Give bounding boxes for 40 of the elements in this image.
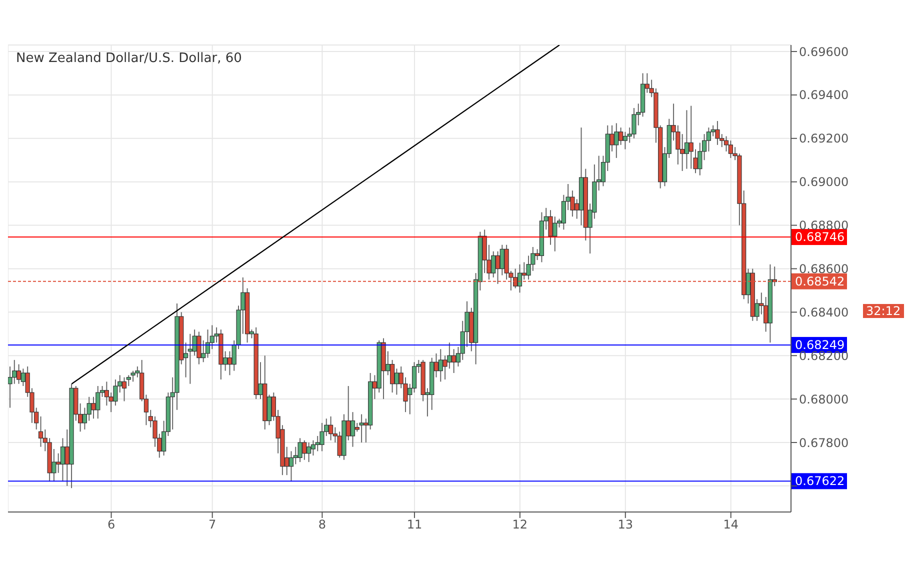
y-tick-label: 0.67800 xyxy=(799,436,849,450)
text: New Zealand Dollar/U.S. Dollar, 60 xyxy=(16,51,242,66)
x-tick-label: 14 xyxy=(723,518,738,532)
candlestick xyxy=(715,120,720,146)
candlestick xyxy=(359,414,364,443)
candlestick xyxy=(122,376,127,402)
candlestick xyxy=(632,107,636,139)
text: 32:12 xyxy=(863,304,904,318)
candlestick xyxy=(298,438,302,463)
candlestick xyxy=(288,450,294,482)
candlestick xyxy=(60,438,66,482)
candlestick xyxy=(350,412,356,448)
candlestick xyxy=(38,416,44,448)
ref-line-label: 0.68542 xyxy=(795,274,845,288)
y-tick-label: 0.68800 xyxy=(799,218,849,233)
y-tick-label: 0.68600 xyxy=(799,262,849,276)
x-tick-label: 11 xyxy=(406,518,422,532)
x-tick-label: 12 xyxy=(512,518,528,532)
candlestick xyxy=(688,105,694,170)
y-tick-label: 0.68000 xyxy=(799,392,849,406)
x-tick-label: 13 xyxy=(618,518,634,532)
candlestick xyxy=(86,396,92,422)
candlestick xyxy=(210,324,214,350)
ref-line-label: 0.68746 xyxy=(795,230,845,244)
candlestick xyxy=(205,329,210,358)
x-tick-label: 8 xyxy=(318,518,326,532)
y-tick-label: 0.68400 xyxy=(799,305,849,320)
candlestick xyxy=(91,396,96,420)
candlestick xyxy=(328,416,334,441)
x-tick-label: 7 xyxy=(208,518,216,532)
candlestick xyxy=(320,422,324,452)
y-tick-label: 0.69600 xyxy=(799,44,849,59)
candlestick xyxy=(16,364,22,384)
y-tick-label: 0.69000 xyxy=(799,175,849,190)
y-tick-label: 0.69200 xyxy=(799,132,849,146)
x-tick-label: 6 xyxy=(107,518,116,532)
candlestick xyxy=(517,264,522,294)
y-tick-label: 0.69400 xyxy=(799,88,849,102)
candlestick xyxy=(684,110,690,170)
ref-line-label: 0.67622 xyxy=(795,474,845,488)
